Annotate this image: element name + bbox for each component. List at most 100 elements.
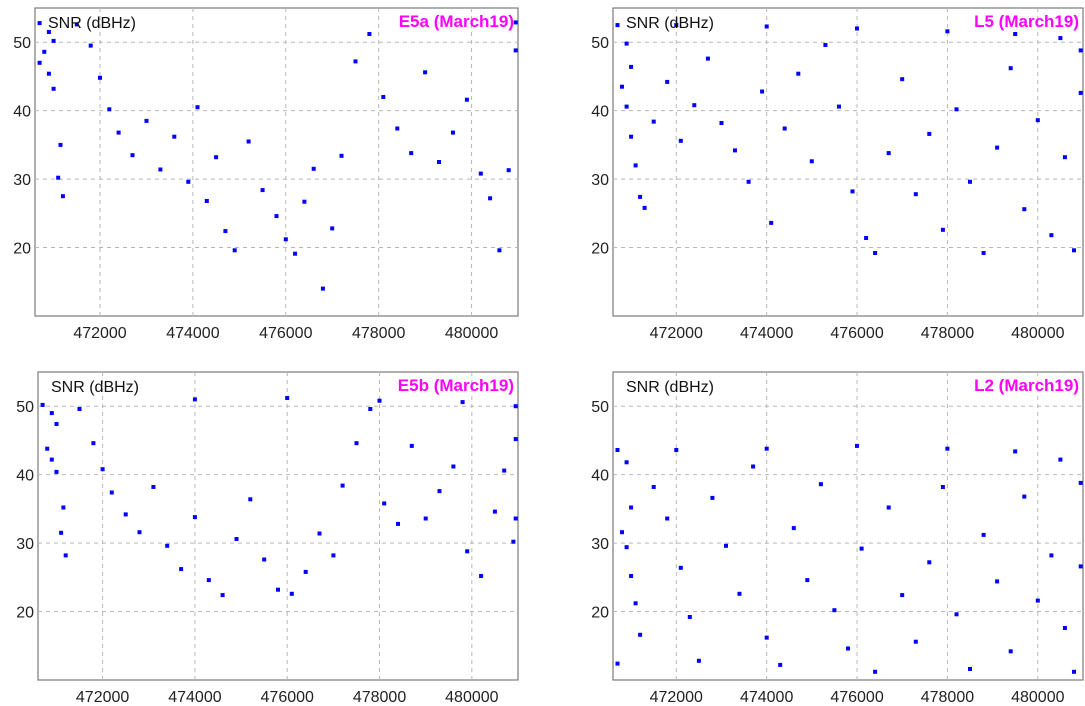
x-tick-label: 476000 xyxy=(830,325,883,342)
x-tick-label: 474000 xyxy=(740,325,793,342)
y-tick-label: 30 xyxy=(591,536,609,553)
data-point xyxy=(492,509,497,514)
data-point xyxy=(423,516,428,521)
y-tick-label: 20 xyxy=(13,241,31,258)
data-point xyxy=(368,407,373,411)
data-point xyxy=(629,574,634,578)
y-tick-label: 20 xyxy=(591,241,609,258)
data-point xyxy=(130,153,135,158)
plot-frame xyxy=(612,7,1084,317)
data-point xyxy=(945,446,950,451)
x-tick-label: 480000 xyxy=(1011,689,1064,706)
data-point xyxy=(873,251,878,255)
data-point xyxy=(137,530,142,535)
data-point xyxy=(945,29,950,34)
data-point xyxy=(782,126,787,131)
data-point xyxy=(77,407,82,411)
data-point xyxy=(954,612,959,617)
x-tick-label: 480000 xyxy=(1011,325,1064,342)
data-point xyxy=(165,543,170,548)
plot-frame xyxy=(37,371,519,681)
y-tick-label: 40 xyxy=(591,468,609,485)
data-point xyxy=(818,482,823,487)
data-point xyxy=(340,483,345,488)
data-point xyxy=(624,460,629,465)
data-point xyxy=(769,220,774,225)
data-point xyxy=(665,79,670,84)
data-point xyxy=(40,402,45,407)
data-point xyxy=(900,593,905,598)
data-point xyxy=(1022,494,1027,499)
data-point xyxy=(629,64,634,69)
data-point xyxy=(981,532,986,537)
data-point xyxy=(651,485,656,489)
data-point xyxy=(56,175,61,180)
data-point xyxy=(513,516,518,521)
data-point xyxy=(633,163,638,168)
data-point xyxy=(123,512,128,517)
data-point xyxy=(354,441,359,446)
data-point xyxy=(331,553,336,558)
scatter-points xyxy=(40,396,518,598)
data-point xyxy=(873,669,878,674)
data-point xyxy=(37,60,42,65)
data-point xyxy=(179,567,184,572)
x-tick-label: 472000 xyxy=(650,689,703,706)
x-tick-label: 478000 xyxy=(921,325,974,342)
data-point xyxy=(302,199,307,204)
data-point xyxy=(100,467,105,472)
x-tick-label: 476000 xyxy=(259,325,312,342)
data-point xyxy=(981,251,986,255)
data-point xyxy=(796,71,801,76)
data-point xyxy=(51,86,56,91)
data-point xyxy=(778,662,783,667)
data-point xyxy=(620,530,624,535)
data-point xyxy=(317,531,322,536)
data-point xyxy=(51,38,56,43)
data-point xyxy=(846,646,850,651)
data-point xyxy=(381,95,386,99)
data-point xyxy=(98,75,102,80)
data-point xyxy=(260,188,265,193)
chart-svg-e5b: 472000 474000 476000 478000 480000 20 30 40 50 SN… xyxy=(16,371,519,706)
data-point xyxy=(320,286,325,291)
data-point xyxy=(204,199,209,203)
data-point xyxy=(45,446,50,451)
chart-panel-l2: 472000 474000 476000 478000 480000 20 30 40 50 SN… xyxy=(545,360,1085,706)
data-point xyxy=(746,179,751,184)
data-point xyxy=(855,443,859,448)
y-tick-label: 50 xyxy=(591,399,609,416)
data-point xyxy=(823,43,828,47)
data-point xyxy=(1078,48,1083,53)
data-point xyxy=(274,214,279,219)
data-point xyxy=(395,126,400,131)
data-point xyxy=(54,422,59,426)
data-point xyxy=(1035,118,1040,123)
data-point xyxy=(615,448,620,452)
data-point xyxy=(629,505,634,510)
x-tick-label: 474000 xyxy=(166,325,219,342)
data-point xyxy=(1013,32,1018,36)
data-point xyxy=(615,661,620,666)
data-point xyxy=(1078,480,1083,485)
data-point xyxy=(687,615,692,619)
data-point xyxy=(107,107,112,112)
data-point xyxy=(382,501,387,506)
data-point xyxy=(1058,457,1063,462)
y-tick-label: 20 xyxy=(591,605,609,622)
data-point xyxy=(234,537,239,541)
data-point xyxy=(60,194,65,199)
data-point xyxy=(214,155,219,160)
y-tick-label: 40 xyxy=(591,104,609,121)
data-point xyxy=(377,398,382,403)
data-point xyxy=(900,77,905,82)
chart-title: E5a (March19) xyxy=(399,12,514,31)
chart-title: L5 (March19) xyxy=(974,12,1079,31)
data-point xyxy=(61,505,66,510)
data-point xyxy=(805,578,810,583)
data-point xyxy=(696,658,701,663)
data-point xyxy=(940,227,945,232)
data-point xyxy=(954,107,959,112)
data-point xyxy=(144,118,149,123)
data-point xyxy=(1049,553,1054,558)
